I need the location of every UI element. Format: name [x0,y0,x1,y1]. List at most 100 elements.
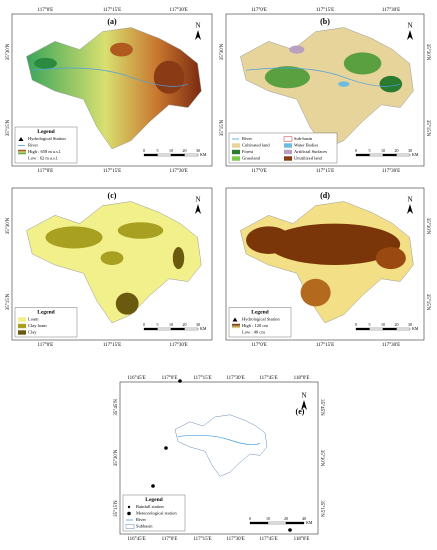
north-arrow [195,30,201,40]
map-panel: (d) N 117°0'E 117°15'E 117°30'E 35°30'N 35°15'… [225,187,430,348]
scale-label: 0 [355,148,357,153]
land-patch [343,52,382,75]
north-label: N [195,22,200,30]
longitude-label: 117°30'E [170,343,188,348]
latitude-label: 35°30'N [425,44,430,61]
legend-label: River [136,517,146,522]
land-patch [45,226,103,249]
legend-label: River [28,143,38,148]
legend-label: Meteorological station [136,511,177,516]
longitude-label: 117°15'E [316,343,334,348]
scale-label: 40 [302,516,306,521]
scale-segment [267,521,287,525]
legend-title: Legend [37,309,54,315]
scale-unit: KM [412,152,419,157]
legend-title: Legend [145,497,162,503]
longitude-label: 117°0'E [162,537,178,542]
panel-label: (e) [296,407,305,416]
land-patch [100,251,124,265]
panel-label: (b) [320,17,330,26]
scale-label: 20 [395,148,399,153]
longitude-label: 117°15'E [193,537,211,542]
latitude-label: 35°15'N [6,293,11,310]
scale-segment [369,327,384,331]
legend-label: Cultivated land [242,143,270,148]
legend-symbol [127,511,131,516]
scale-label: 30 [196,322,200,327]
latitude-label: 35°30'N [425,218,430,235]
legend-symbol [232,143,240,148]
legend-symbol [18,317,26,322]
legend-label: Hydrological Station [28,136,66,141]
scale-label: 10 [381,148,385,153]
scale-segment [369,153,384,157]
scale-segment [355,327,370,331]
longitude-label: 116°45'E [127,537,145,542]
legend-label: Low : 40 cm [242,330,265,335]
longitude-label: 117°0'E [162,376,178,381]
legend-box [228,307,292,338]
scale-label: 30 [408,322,412,327]
scale-label: 5 [369,148,371,153]
longitude-label: 117°30'E [382,8,400,13]
land-patch [153,60,185,94]
latitude-label: 35°45'N [319,399,324,416]
scale-segment [382,153,397,157]
scale-label: 30 [408,148,412,153]
longitude-label: 116°45'E [127,376,145,381]
longitude-label: 117°0'E [251,169,267,174]
longitude-label: 117°45'E [259,537,277,542]
map-panel: (c) N 117°0'E 117°15'E 117°30'E 35°30'N 35°15'… [6,187,213,348]
legend-label: Clay [28,330,37,335]
latitude-label: 35°30'N [6,217,11,234]
scale-segment [184,153,199,157]
longitude-label: 117°30'E [170,8,188,13]
latitude-label: 35°30'N [6,43,11,60]
latitude-label: 35°15'N [220,119,225,136]
latitude-label: 35°15'N [319,500,324,517]
legend-symbol [232,149,240,155]
scale-segment [184,327,199,331]
land-patch [300,278,331,307]
land-patch [264,66,310,89]
river [246,67,401,87]
latitude-label: 35°30'N [114,449,119,466]
scale-label: 5 [157,322,159,327]
legend-label: Hydrological Station [242,317,280,322]
legend-label: Artificial Surfaces [294,149,327,154]
legend-symbol [232,317,238,322]
legend-box [228,132,338,164]
map-panel: (a) N 117°0'E 117°15'E 117°30'E 117°0'E 117°15… [6,8,213,174]
land-patch [110,42,133,57]
legend-label: Rainfall station [136,504,164,509]
legend-title: Legend [37,129,54,135]
legend-label: Grassland [242,156,261,161]
legend-symbol [232,156,240,161]
latitude-label: 35°45'N [114,399,119,416]
longitude-label: 117°0'E [251,8,267,13]
scale-segment [157,153,172,157]
longitude-label: 117°30'E [226,537,244,542]
longitude-label: 117°15'E [103,8,121,13]
north-label: N [195,196,200,204]
scale-label: 20 [183,322,187,327]
latitude-label: 35°15'N [425,120,430,137]
longitude-label: 118°0'E [294,537,310,542]
legend-label: Low : 62 m a.s.l. [28,156,58,161]
scale-label: 0 [143,148,145,153]
river [177,435,261,445]
watershed [174,414,268,477]
latitude-label: 35°15'N [6,119,11,136]
north-label: N [407,196,412,204]
map-panel: (e) N 116°45'E 117°0'E 117°15'E 117°30'E 117°4… [114,376,324,542]
legend-symbol [18,149,26,155]
scale-unit: KM [306,520,313,525]
panel-label: (d) [320,191,330,200]
legend-label: Forest [242,149,254,154]
scale-unit: KM [200,326,207,331]
longitude-label: 117°15'E [316,8,334,13]
longitude-label: 117°0'E [37,169,53,174]
north-arrow [195,204,201,214]
scale-unit: KM [412,326,419,331]
